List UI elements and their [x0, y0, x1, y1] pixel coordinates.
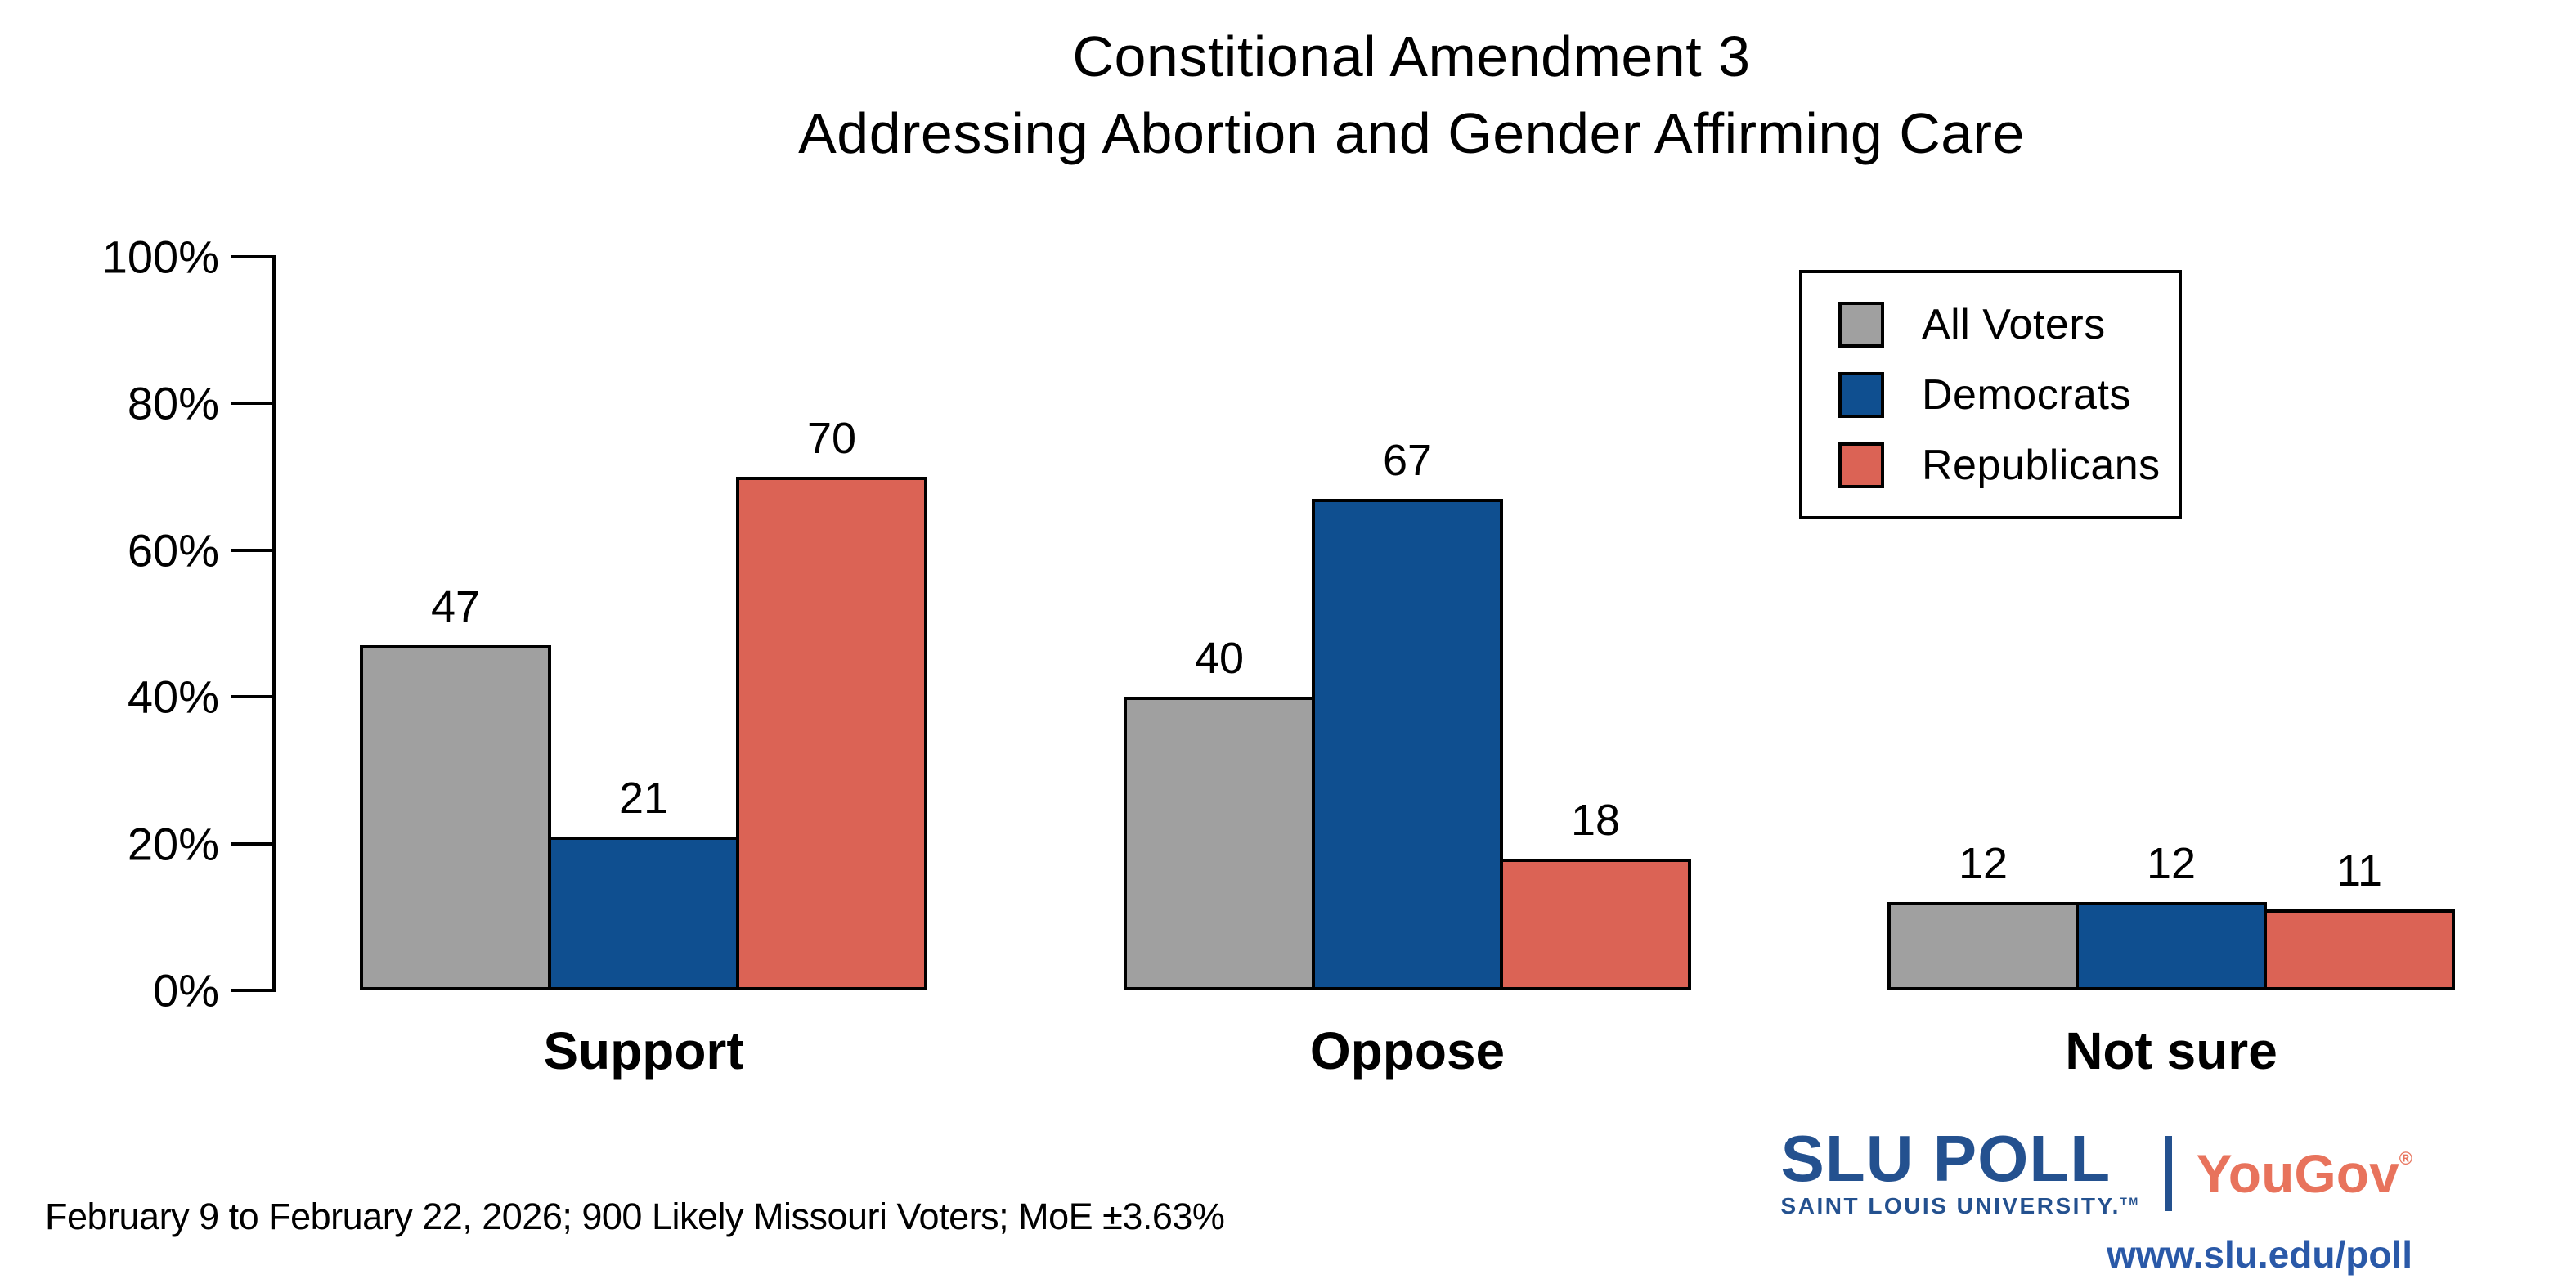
bar-value-democrats-oppose: 67: [1382, 436, 1433, 485]
bar-value-all-voters-not-sure: 12: [1958, 839, 2008, 889]
legend-swatch-all-voters: [1838, 301, 1884, 348]
bar-value-all-voters-support: 47: [430, 582, 481, 632]
category-label-support: Support: [543, 1021, 744, 1080]
legend-label-all-voters: All Voters: [1922, 300, 2106, 348]
legend: All Voters Democrats Republicans: [1799, 270, 2182, 519]
bar-value-republicans-not-sure: 11: [2336, 846, 2383, 896]
trademark-symbol: TM: [2120, 1195, 2140, 1208]
bar-value-democrats-not-sure: 12: [2146, 839, 2197, 889]
y-axis-tick: [231, 695, 272, 699]
category-label-oppose: Oppose: [1309, 1021, 1506, 1080]
bar-value-all-voters-oppose: 40: [1194, 634, 1245, 684]
y-axis-tick-label: 80%: [127, 377, 219, 429]
bar-value-republicans-oppose: 18: [1570, 795, 1621, 845]
slu-poll-url: www.slu.edu/poll: [2107, 1233, 2412, 1276]
bar-democrats-support: [548, 836, 739, 990]
branding-block: SLU POLL SAINT LOUIS UNIVERSITY.TM YouGo…: [1780, 1122, 2412, 1277]
y-axis-tick: [231, 989, 272, 992]
logo-divider: [2164, 1136, 2172, 1211]
bar-value-democrats-support: 21: [618, 773, 669, 823]
slu-poll-wordmark: SLU POLL: [1780, 1122, 2112, 1195]
y-axis-tick: [231, 841, 272, 846]
yougov-wordmark: YouGov®: [2197, 1142, 2412, 1205]
bar-all-voters-support: [360, 645, 551, 990]
registered-symbol: ®: [2399, 1148, 2412, 1169]
y-axis-tick: [231, 548, 272, 552]
y-axis-tick-label: 100%: [101, 231, 219, 283]
bar-republicans-not-sure: [2264, 909, 2455, 990]
legend-label-democrats: Democrats: [1922, 370, 2131, 419]
category-label-not-sure: Not sure: [2065, 1021, 2278, 1080]
slu-poll-logo: SLU POLL SAINT LOUIS UNIVERSITY.TM: [1780, 1122, 2140, 1219]
bar-republicans-oppose: [1500, 858, 1691, 990]
y-axis-tick-label: 40%: [127, 671, 219, 723]
y-axis-tick: [231, 402, 272, 406]
legend-swatch-republicans: [1838, 442, 1884, 488]
legend-item-republicans: Republicans: [1838, 441, 2179, 490]
chart-title-line1: Constitional Amendment 3: [1072, 25, 1751, 88]
y-axis-tick-label: 0%: [153, 964, 219, 1016]
y-axis-line: [272, 255, 276, 992]
y-axis-tick-label: 60%: [127, 524, 219, 577]
bar-democrats-not-sure: [2076, 902, 2267, 990]
bar-democrats-oppose: [1312, 499, 1503, 990]
slu-university-text: SAINT LOUIS UNIVERSITY.: [1780, 1193, 2120, 1218]
bar-republicans-support: [736, 477, 927, 990]
legend-item-all-voters: All Voters: [1838, 300, 2179, 349]
slu-university-wordmark: SAINT LOUIS UNIVERSITY.TM: [1781, 1193, 2140, 1219]
bar-all-voters-not-sure: [1887, 902, 2079, 990]
methodology-note: February 9 to February 22, 2026; 900 Lik…: [45, 1196, 1225, 1237]
y-axis-tick-label: 20%: [127, 818, 219, 870]
yougov-text: YouGov: [2196, 1143, 2399, 1204]
legend-item-democrats: Democrats: [1838, 370, 2179, 420]
bar-value-republicans-support: 70: [806, 414, 857, 464]
y-axis-tick: [231, 255, 272, 258]
legend-swatch-democrats: [1838, 371, 1884, 418]
legend-label-republicans: Republicans: [1922, 441, 2161, 489]
bar-all-voters-oppose: [1124, 697, 1315, 990]
chart-title-line2: Addressing Abortion and Gender Affirming…: [798, 101, 2025, 165]
brand-logos: SLU POLL SAINT LOUIS UNIVERSITY.TM YouGo…: [1780, 1122, 2412, 1219]
chart-title: Constitional Amendment 3 Addressing Abor…: [798, 18, 2025, 172]
